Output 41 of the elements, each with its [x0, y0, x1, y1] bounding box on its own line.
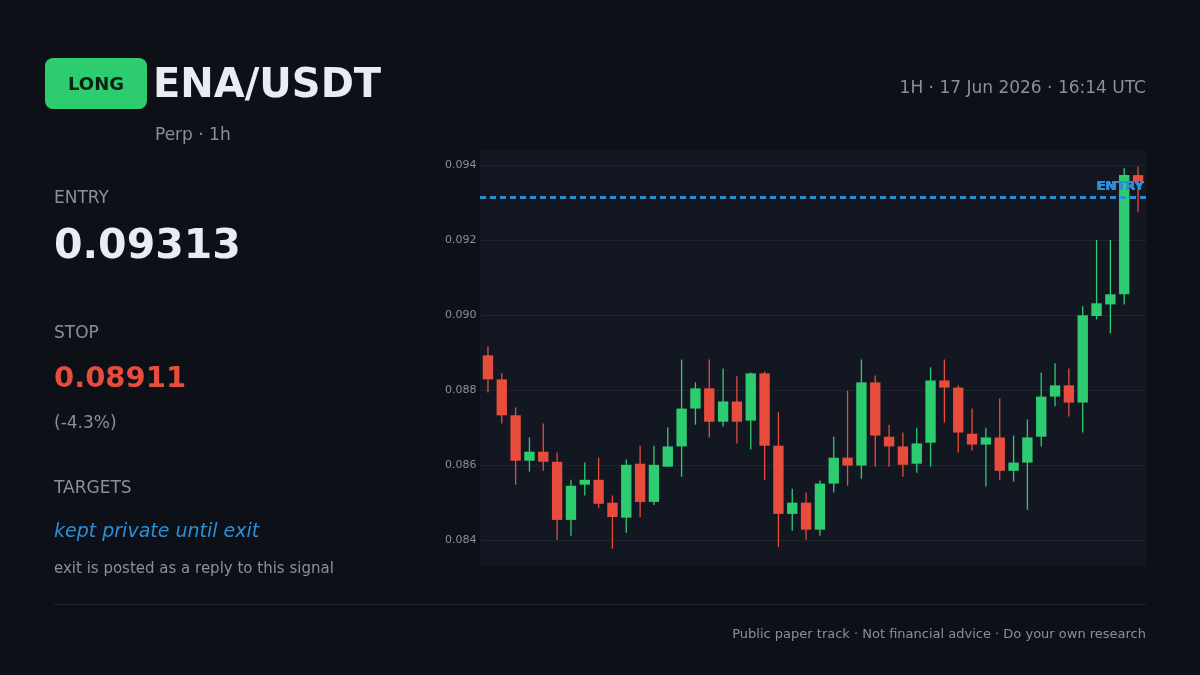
y-tick-label: 0.094: [445, 158, 477, 172]
candlestick: [690, 381, 701, 426]
text: 0.09313: [54, 220, 241, 268]
candlestick: [787, 488, 798, 532]
text: (-4.3%): [54, 412, 117, 432]
candlestick: [524, 436, 535, 473]
candlestick: [980, 427, 992, 488]
candlestick: [579, 461, 590, 497]
text: Public paper track · Not financial advice · Do your own research: [732, 626, 1146, 641]
y-tick-label: 0.088: [445, 383, 477, 397]
candlestick: [1091, 239, 1102, 321]
candlestick: [662, 426, 673, 468]
text: TARGETS: [54, 477, 132, 497]
candlestick: [717, 367, 729, 428]
candlestick: [1008, 434, 1019, 483]
text: LONG: [45, 58, 147, 109]
candlestick: [607, 494, 618, 550]
y-tick-label: 0.084: [445, 533, 477, 547]
candlestick: [593, 457, 604, 509]
text: Perp · 1h: [155, 124, 231, 144]
candlestick: [482, 345, 494, 394]
candlestick: [1105, 239, 1116, 334]
candlestick: [1049, 362, 1061, 407]
candlestick: [731, 375, 743, 445]
candlestick: [939, 358, 950, 424]
text: ENTRY: [54, 187, 109, 207]
text: exit is posted as a reply to this signal: [54, 559, 334, 577]
text: kept private until exit: [54, 519, 260, 541]
text: 0.08911: [54, 360, 187, 394]
text: 1H · 17 Jun 2026 · 16:14 UTC: [899, 77, 1146, 97]
y-tick-label: 0.086: [445, 458, 477, 472]
candlestick: [897, 431, 909, 478]
candlestick: [911, 427, 922, 474]
candlestick: [1063, 367, 1075, 418]
text: STOP: [54, 322, 99, 342]
candlestick: [538, 422, 549, 472]
y-tick-label: 0.090: [445, 308, 477, 322]
chart-title: ENA/USDT: [153, 60, 382, 106]
candlestick: [966, 407, 978, 452]
y-tick-label: 0.092: [445, 233, 477, 247]
candlestick: [842, 389, 853, 487]
